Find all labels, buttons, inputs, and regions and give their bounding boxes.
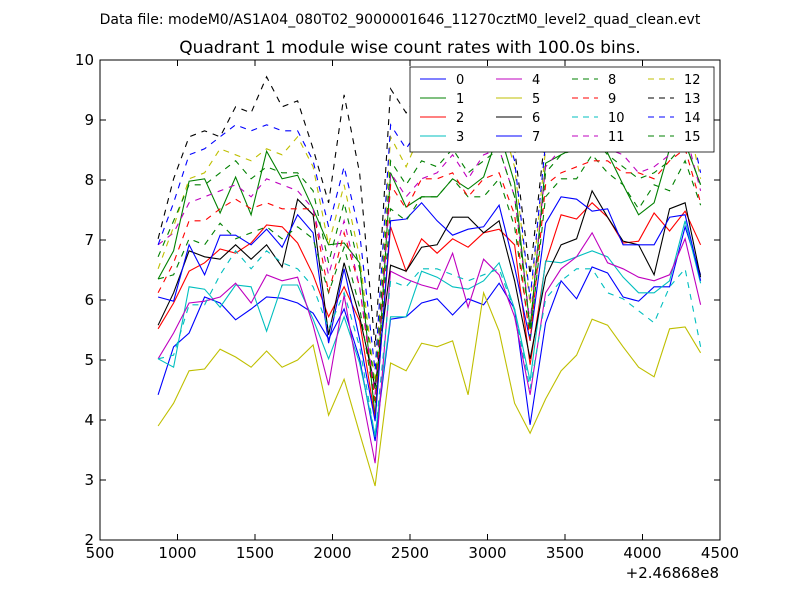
y-tick-label: 6: [84, 291, 94, 309]
legend-label-9: 9: [608, 92, 616, 107]
x-tick-label: 4500: [701, 544, 739, 562]
legend-label-15: 15: [684, 130, 701, 145]
series-line-1: [157, 113, 702, 418]
y-tick-label: 7: [84, 231, 94, 249]
legend-label-1: 1: [456, 92, 464, 107]
legend-label-3: 3: [456, 130, 464, 145]
legend-label-2: 2: [456, 111, 464, 126]
legend-label-6: 6: [532, 111, 540, 126]
y-tick-label: 4: [84, 411, 94, 429]
series-line-10: [157, 249, 702, 437]
x-tick-label: 2000: [313, 544, 351, 562]
legend-label-4: 4: [532, 73, 540, 88]
chart-title: Quadrant 1 module wise count rates with …: [179, 38, 640, 58]
x-tick-label: 3000: [468, 544, 506, 562]
y-tick-label: 2: [84, 531, 94, 549]
legend-label-11: 11: [608, 130, 625, 145]
y-tick-label: 10: [75, 51, 94, 69]
legend-label-14: 14: [684, 111, 701, 126]
y-tick-label: 8: [84, 171, 94, 189]
series-line-0: [157, 224, 702, 442]
legend-label-12: 12: [684, 73, 701, 88]
x-tick-label: 1000: [158, 544, 196, 562]
legend-label-5: 5: [532, 92, 540, 107]
x-tick-label: 2500: [391, 544, 429, 562]
x-tick-label: 1500: [236, 544, 274, 562]
x-tick-label: 3500: [546, 544, 584, 562]
x-tick-label: 4000: [623, 544, 661, 562]
legend-label-13: 13: [684, 92, 701, 107]
series-line-9: [157, 147, 702, 401]
series-line-5: [157, 290, 702, 487]
legend-label-10: 10: [608, 111, 625, 126]
series-line-4: [157, 231, 702, 464]
series-line-6: [157, 189, 702, 388]
legend-frame: [409, 66, 715, 153]
series-line-8: [157, 153, 702, 406]
legend-label-8: 8: [608, 73, 616, 88]
chart-suptitle: Data file: modeM0/AS1A04_080T02_90000016…: [100, 12, 701, 28]
series-line-15: [157, 136, 702, 389]
x-tick-label: 500: [86, 544, 115, 562]
legend-label-7: 7: [532, 130, 540, 145]
series-line-7: [157, 196, 702, 422]
series-line-3: [157, 220, 702, 436]
y-tick-label: 5: [84, 351, 94, 369]
x-offset-label: +2.46868e8: [626, 564, 719, 582]
legend-label-0: 0: [456, 73, 464, 88]
y-tick-label: 3: [84, 471, 94, 489]
axis-ticks: 500 1000 1500 2000 2500 3000 3500 4000 4500 2 3 4 5 6…: [75, 51, 739, 562]
y-tick-label: 9: [84, 111, 94, 129]
